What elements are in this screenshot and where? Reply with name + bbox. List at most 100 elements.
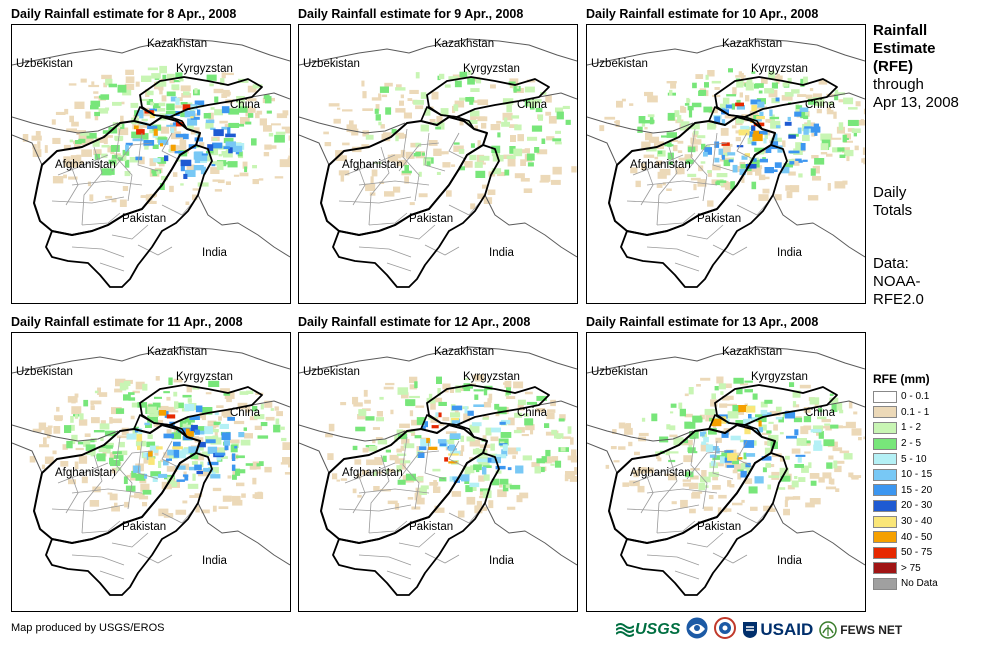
map-panel: Daily Rainfall estimate for 10 Apr., 200… [586,7,866,307]
map-credit: Map produced by USGS/EROS [11,622,165,634]
rainfall-cell [117,127,129,136]
rainfall-cell [684,103,690,106]
rainfall-cell [198,441,206,448]
rainfall-cell [140,195,146,198]
rainfall-cell [255,112,260,119]
rainfall-cell [184,417,195,423]
rainfall-cell [70,155,78,161]
rainfall-cell [401,438,410,445]
rainfall-cell [574,467,577,475]
rainfall-cell [180,159,192,167]
rainfall-cell [414,381,418,389]
rainfall-cell [794,476,798,479]
country-label-kazakhstan: Kazakhstan [722,346,783,358]
rainfall-cell [800,143,806,151]
rainfall-cell [90,100,101,107]
rainfall-cell [263,125,272,132]
rainfall-cell [497,132,501,138]
rainfall-cell [467,120,478,124]
rainfall-cell [119,199,127,207]
rainfall-cell [707,70,715,77]
rainfall-cell [171,481,177,487]
rainfall-cell [775,97,780,102]
rainfall-cell [92,486,101,493]
rainfall-cell [205,439,216,444]
rainfall-cell [684,154,693,158]
rainfall-cell [385,382,395,386]
rainfall-cell [135,381,145,390]
rainfall-cell [440,108,449,116]
rainfall-cell [373,161,382,164]
rainfall-cell [373,486,380,491]
rainfall-cell [687,447,696,453]
rainfall-cell [105,78,113,86]
rainfall-cell [700,161,706,164]
usgs-logo: USGS [616,621,680,639]
rainfall-cell [555,107,564,113]
country-label-india: India [202,555,227,567]
rainfall-cell [174,151,186,154]
rainfall-cell [785,455,790,460]
rainfall-cell [276,411,283,417]
rainfall-cell [175,72,183,79]
rainfall-cell [424,108,431,116]
rainfall-cell [693,183,697,191]
rainfall-cell [835,460,845,464]
rainfall-cell [833,111,837,119]
rainfall-cell [63,174,67,179]
rainfall-cell [139,112,144,119]
rainfall-cell [204,426,214,435]
rainfall-cell [288,155,290,160]
rainfall-cell [101,153,108,158]
rainfall-cell [802,134,810,142]
country-label-india: India [777,555,802,567]
rainfall-cell [861,158,865,163]
rainfall-cell [677,140,684,144]
rainfall-cell [546,412,555,420]
rainfall-cell [569,476,577,482]
rainfall-cell [201,153,208,156]
rainfall-cell [567,426,572,434]
rainfall-cell [439,477,447,482]
rainfall-cell [418,171,422,177]
rainfall-cell [207,423,217,429]
rainfall-cell [670,411,674,414]
rainfall-cell [264,144,272,150]
legend-swatch [873,437,897,450]
rainfall-cell [756,98,766,105]
rainfall-cell [184,475,189,481]
rainfall-cell [768,475,780,478]
country-label-china: China [230,407,261,419]
country-label-pakistan: Pakistan [122,213,167,225]
rainfall-cell [145,194,156,198]
rainfall-cell [782,140,786,148]
rainfall-cell [494,403,500,410]
rainfall-cell [114,502,118,508]
legend-swatch [873,499,897,512]
rainfall-cell [193,165,204,171]
rainfall-cell [37,141,41,149]
rainfall-cell [134,493,145,499]
rainfall-cell [707,170,712,174]
rainfall-cell [170,123,177,132]
rainfall-cell [391,128,397,134]
rainfall-cell [287,157,290,160]
rainfall-cell [772,169,778,172]
rainfall-cell [420,438,431,447]
rainfall-cell [114,388,123,393]
rainfall-cell [153,128,158,136]
usgs-wave-icon [616,623,634,637]
rainfall-cell [744,389,753,393]
rainfall-cell [668,451,679,454]
sidebar-through: through [873,76,924,93]
rainfall-cell [821,419,831,423]
rainfall-cell [483,388,488,396]
rainfall-cell [736,79,744,88]
rainfall-cell [524,391,533,395]
rainfall-cell [166,466,178,472]
rainfall-cell [470,110,480,117]
rainfall-cell [416,417,426,425]
rainfall-cell [740,72,744,81]
rainfall-cell [170,144,176,151]
rainfall-cell [396,453,407,456]
